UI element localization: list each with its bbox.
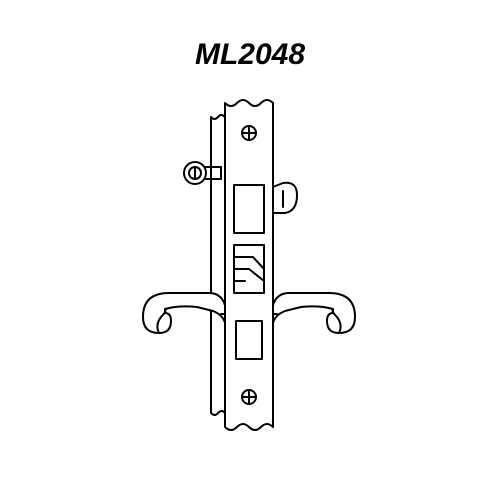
left-lever-icon (143, 293, 225, 333)
model-number-title: ML2048 (0, 38, 500, 72)
lock-diagram (125, 95, 375, 435)
faceplate-outline (211, 115, 225, 415)
right-lever-icon (273, 293, 355, 333)
lock-svg (125, 95, 375, 435)
lock-body-outline (225, 100, 273, 430)
cylinder-icon (184, 162, 221, 184)
figure-container: ML2048 (0, 0, 500, 500)
thumbturn-icon (273, 183, 297, 213)
deadbolt-aperture (234, 185, 264, 233)
latch-hub-detail (234, 257, 264, 281)
aux-latch-aperture (236, 321, 262, 359)
